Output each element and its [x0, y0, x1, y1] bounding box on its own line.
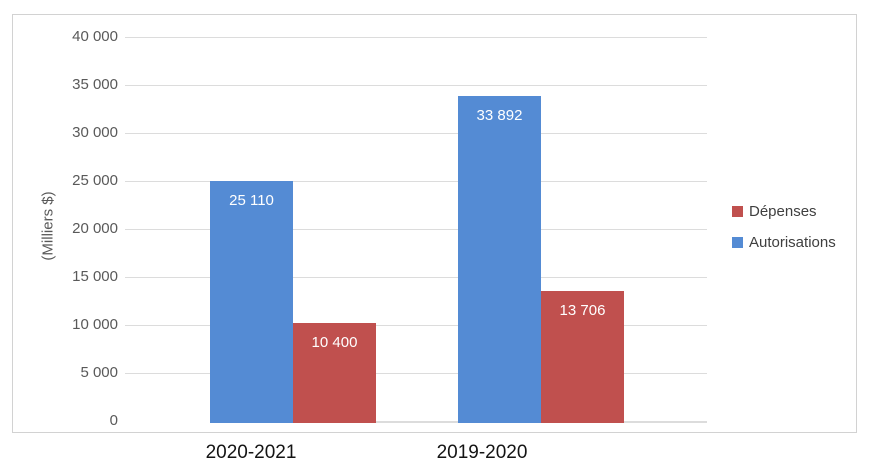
gridline — [125, 37, 707, 38]
x-axis-label-2019-2020: 2019-2020 — [436, 442, 528, 463]
legend: Dépenses Autorisations — [732, 202, 836, 264]
bar-data-label: 13 706 — [559, 301, 606, 319]
bar-autorisations-2020-2021: 25 110 — [210, 180, 293, 423]
gridline — [125, 229, 707, 230]
bar-data-label: 25 110 — [229, 191, 274, 209]
legend-item-depenses: Dépenses — [732, 202, 836, 220]
gridline — [125, 277, 707, 278]
bar-data-label: 33 892 — [476, 106, 523, 124]
zero-line-red-dot — [165, 421, 167, 423]
bar-dépenses-2019-2020: 13 706 — [541, 290, 624, 423]
plot-border — [12, 14, 857, 433]
gridline — [125, 85, 707, 86]
x-axis-label-2020-2021: 2020-2021 — [205, 442, 297, 463]
y-axis-tick-label: 15 000 — [72, 268, 118, 285]
legend-label-depenses: Dépenses — [749, 202, 817, 220]
gridline — [125, 181, 707, 182]
gridline — [125, 325, 707, 326]
y-axis-tick-label: 35 000 — [72, 76, 118, 93]
zero-line-red-segment — [125, 421, 163, 423]
y-axis-tick-label: 30 000 — [72, 124, 118, 141]
gridline — [125, 373, 707, 374]
bar-autorisations-2019-2020: 33 892 — [458, 95, 541, 423]
legend-label-autorisations: Autorisations — [749, 233, 836, 251]
legend-item-autorisations: Autorisations — [732, 233, 836, 251]
y-axis-tick-label: 20 000 — [72, 220, 118, 237]
legend-swatch-depenses-icon — [732, 205, 743, 217]
bar-data-label: 10 400 — [311, 333, 358, 351]
bar-dépenses-2020-2021: 10 400 — [293, 322, 376, 423]
legend-swatch-autorisations-icon — [732, 236, 743, 248]
y-axis-tick-label: 10 000 — [72, 316, 118, 333]
y-axis-tick-label: 5 000 — [80, 364, 118, 381]
zero-line-red-segment — [168, 421, 210, 423]
y-axis-tick-label: 25 000 — [72, 172, 118, 189]
gridline — [125, 133, 707, 134]
y-axis-tick-label: 0 — [109, 412, 118, 429]
y-axis-tick-label: 40 000 — [72, 28, 118, 45]
